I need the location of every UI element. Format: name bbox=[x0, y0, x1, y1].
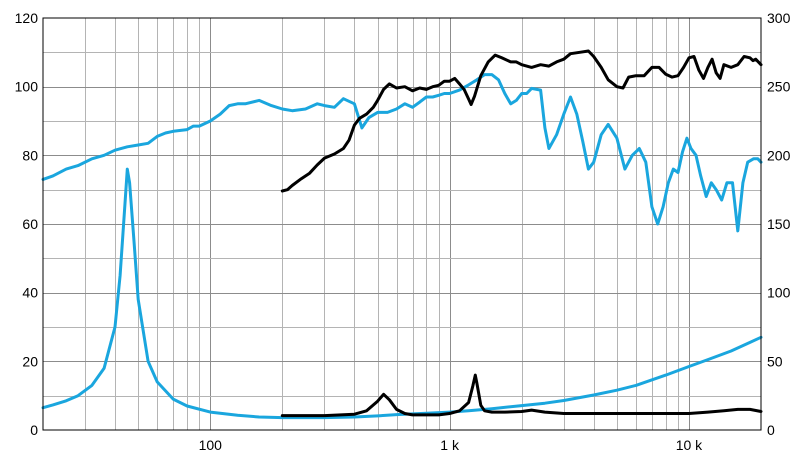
x-tick-label: 100 bbox=[199, 437, 223, 453]
y-left-tick-label: 80 bbox=[22, 147, 38, 163]
x-tick-label: 1 k bbox=[440, 437, 460, 453]
y-left-tick-label: 0 bbox=[30, 422, 38, 438]
y-left-tick-label: 120 bbox=[15, 10, 39, 26]
y-right-tick-label: 200 bbox=[767, 147, 791, 163]
plot-frame bbox=[42, 17, 762, 431]
tick-label-layer: 0 20 40 60 80 100 120 0 50 100 150 200 250 300 100 1 k 1… bbox=[15, 10, 791, 453]
y-left-tick-label: 60 bbox=[22, 216, 38, 232]
grid-layer bbox=[43, 18, 761, 430]
series-layer bbox=[41, 49, 763, 420]
y-right-tick-label: 50 bbox=[767, 353, 783, 369]
x-tick-label: 10 k bbox=[676, 437, 703, 453]
y-right-tick-label: 0 bbox=[767, 422, 775, 438]
series-line-4 bbox=[280, 373, 763, 418]
series-line-1 bbox=[41, 73, 763, 233]
y-left-tick-label: 20 bbox=[22, 353, 38, 369]
series-line-3 bbox=[280, 49, 763, 193]
y-right-tick-label: 150 bbox=[767, 216, 791, 232]
y-right-tick-label: 100 bbox=[767, 285, 791, 301]
y-left-tick-label: 40 bbox=[22, 285, 38, 301]
y-left-tick-label: 100 bbox=[15, 79, 39, 95]
y-right-tick-label: 300 bbox=[767, 10, 791, 26]
y-right-tick-label: 250 bbox=[767, 79, 791, 95]
series-line-2 bbox=[41, 167, 763, 420]
